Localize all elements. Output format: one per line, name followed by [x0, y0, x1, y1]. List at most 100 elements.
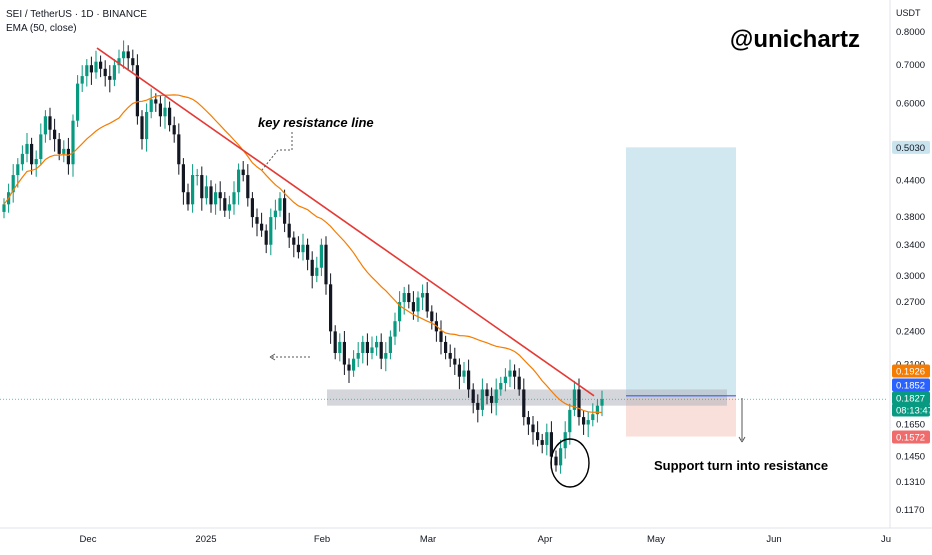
price-tick-label: 0.2400 [896, 326, 925, 337]
price-badge [892, 140, 930, 154]
candle-body [439, 331, 443, 342]
candle-body [347, 364, 351, 371]
candle-body [494, 389, 498, 403]
candle-body [25, 143, 29, 154]
candle-body [145, 111, 149, 140]
candle-body [232, 192, 236, 205]
candle-body [467, 370, 471, 390]
candle-body [237, 169, 241, 193]
price-badge-label: 0.5030 [896, 143, 925, 154]
candle-body [85, 65, 89, 77]
candle-body [568, 409, 572, 433]
candle-body [177, 134, 181, 165]
candle-body [16, 164, 20, 176]
candle-body [586, 420, 590, 425]
candle-body [393, 321, 397, 337]
candle-body [122, 51, 126, 59]
currency-label: USDT [896, 8, 921, 18]
candle-body [375, 341, 379, 348]
candle-body [140, 116, 144, 140]
candle-body [214, 192, 218, 205]
candle-body [329, 284, 333, 332]
candle-body [246, 175, 250, 199]
candle-body [57, 139, 61, 154]
candle-body [310, 259, 314, 276]
candle-body [168, 107, 172, 126]
candle-body [241, 169, 245, 176]
candle-body [398, 302, 402, 322]
candle-body [191, 175, 195, 205]
price-tick-label: 0.3400 [896, 240, 925, 251]
candle-body [540, 440, 544, 445]
candle-body [131, 58, 135, 66]
candle-body [269, 217, 273, 245]
candle-body [89, 65, 93, 73]
candle-body [273, 210, 277, 218]
candle-body [499, 382, 503, 390]
candle-body [476, 402, 480, 410]
candle-body [549, 432, 553, 457]
candle-body [204, 186, 208, 199]
symbol-title[interactable]: SEI / TetherUS · 1D · BINANCE [6, 9, 147, 20]
candle-body [425, 293, 429, 312]
candle-body [200, 175, 204, 199]
candle-body [517, 376, 521, 390]
candle-body [416, 297, 420, 312]
price-badge-label: 0.1572 [896, 433, 925, 444]
trendline [96, 47, 595, 397]
support-zone [327, 389, 727, 406]
candle-body [53, 129, 57, 140]
candle-body [181, 164, 185, 193]
candle-body [43, 116, 47, 135]
candle-body [62, 148, 66, 154]
candle-body [384, 352, 388, 359]
candle-body [572, 389, 576, 410]
time-tick-label: Mar [420, 534, 436, 545]
indicator-legend[interactable]: EMA (50, close) [6, 23, 77, 34]
candle-body [20, 153, 24, 165]
price-tick-label: 0.3000 [896, 271, 925, 282]
candle-body [48, 116, 52, 130]
candle-body [600, 399, 604, 406]
candle-body [103, 68, 107, 77]
candle-body [591, 414, 595, 421]
candle-body [99, 61, 103, 69]
candle-body [283, 198, 287, 224]
price-tick-label: 0.1650 [896, 420, 925, 431]
candle-body [595, 405, 599, 415]
candle-body [430, 311, 434, 322]
candle-body [227, 204, 231, 211]
resistance-annotation: key resistance line [258, 115, 374, 130]
price-tick-label: 0.7000 [896, 60, 925, 71]
candle-body [158, 103, 162, 117]
candle-body [356, 352, 360, 359]
candle-body [536, 432, 540, 441]
price-badge-label: 0.1926 [896, 367, 925, 378]
candle-body [554, 456, 558, 466]
down-arrow-head [738, 436, 746, 443]
candle-body [306, 244, 310, 260]
target-zone [626, 147, 736, 396]
candle-body [80, 76, 84, 84]
candle-body [296, 244, 300, 253]
candle-body [388, 336, 392, 353]
candle-body [223, 198, 227, 211]
price-badge [892, 378, 930, 392]
candle-body [39, 134, 43, 160]
candle-body [2, 204, 6, 212]
candle-body [209, 186, 213, 205]
candle-body [471, 389, 475, 403]
price-badge [892, 430, 930, 444]
candle-body [338, 341, 342, 353]
candle-body [545, 432, 549, 445]
candle-body [513, 370, 517, 377]
candle-body [522, 389, 526, 418]
candle-body [255, 217, 259, 224]
candle-body [260, 223, 264, 231]
candle-body [34, 159, 38, 165]
price-tick-label: 0.8000 [896, 27, 925, 38]
time-tick-label: May [647, 534, 665, 545]
time-tick-label: 2025 [195, 534, 216, 545]
